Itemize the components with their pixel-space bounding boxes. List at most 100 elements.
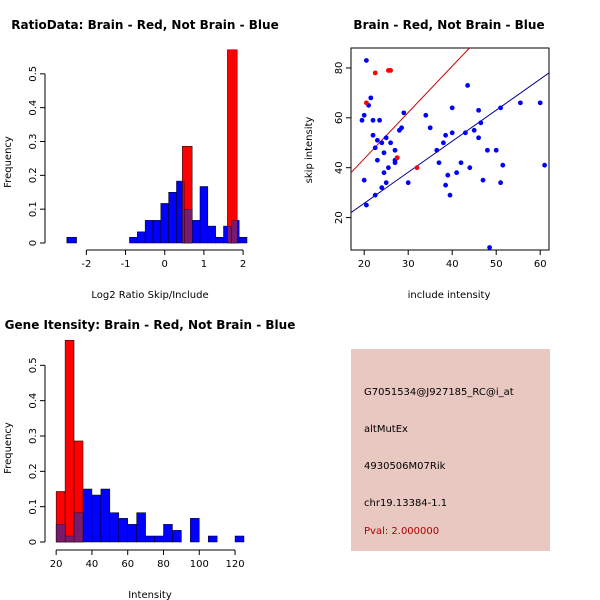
y-tick-label: 0.3 [28, 134, 39, 150]
ratio-histogram-xlabel: Log2 Ratio Skip/Include [91, 290, 208, 301]
x-tick-label: 2 [240, 259, 246, 270]
overlap-bar [227, 225, 232, 244]
not-brain-point [383, 135, 389, 141]
y-tick-label: 0.1 [28, 499, 39, 515]
y-tick-label: 0.3 [28, 428, 39, 444]
overlap-bar [73, 512, 84, 543]
not-brain-bar [199, 186, 209, 244]
not-brain-point [476, 135, 481, 141]
y-tick-label: 0 [28, 240, 39, 246]
not-brain-point [392, 147, 398, 153]
brain-bar [64, 339, 75, 543]
red-fit-line [351, 48, 471, 174]
gene-histogram-title: Gene Itensity: Brain - Red, Not Brain - … [5, 318, 296, 332]
not-brain-point [405, 180, 411, 186]
not-brain-bar [154, 535, 164, 543]
not-brain-bar [136, 512, 146, 543]
overlap-bar [231, 220, 238, 244]
not-brain-bar [207, 225, 216, 244]
scatter-xlabel: include intensity [408, 290, 491, 301]
gene-histogram-ylabel: Frequency [3, 422, 14, 474]
not-brain-point [465, 83, 470, 88]
y-tick-label: 60 [334, 111, 345, 124]
probe-id: G7051534@J927185_RC@i_at [364, 387, 514, 398]
x-tick-label: 100 [190, 559, 209, 570]
not-brain-point [471, 127, 477, 133]
not-brain-point [500, 162, 506, 168]
x-tick-label: 20 [50, 559, 63, 570]
not-brain-bar [100, 488, 111, 543]
not-brain-bar [163, 524, 173, 543]
not-brain-point [359, 117, 365, 123]
not-brain-bar [109, 512, 120, 543]
regression-lines [351, 48, 549, 214]
brain-point [414, 165, 420, 171]
not-brain-point [463, 130, 468, 136]
not-brain-point [370, 117, 376, 123]
brain-point [364, 100, 369, 106]
not-brain-point [485, 147, 490, 153]
ratio-histogram: RatioData: Brain - Red, Not Brain - Blue… [3, 18, 279, 301]
ratio-histogram-title: RatioData: Brain - Red, Not Brain - Blue [11, 18, 278, 32]
not-brain-point [487, 245, 492, 250]
not-brain-bar [137, 231, 146, 244]
not-brain-point [443, 182, 448, 188]
x-tick-label: 50 [490, 259, 503, 270]
not-brain-point [478, 120, 484, 126]
not-brain-bar [215, 236, 224, 244]
y-tick-label: 0.4 [28, 100, 39, 116]
x-tick-label: 60 [534, 259, 547, 270]
not-brain-bar [129, 236, 138, 244]
gene-histogram-bars: 20 40 60 80 100 120 0 0.1 0.2 0.3 0.4 0.5 [28, 339, 245, 570]
x-tick-label: -1 [121, 259, 131, 270]
ratio-histogram-ylabel: Frequency [3, 136, 14, 188]
not-brain-point [375, 137, 380, 143]
not-brain-bar [191, 220, 201, 244]
scatter-ylabel: skip intensity [304, 117, 315, 184]
overlap-bar [56, 524, 66, 543]
not-brain-bar [145, 535, 155, 543]
x-tick-label: 1 [201, 259, 207, 270]
not-brain-point [542, 162, 547, 168]
not-brain-bar [234, 535, 245, 543]
not-brain-bar [144, 220, 154, 244]
x-tick-label: 40 [86, 559, 99, 570]
not-brain-point [386, 165, 391, 171]
not-brain-point [445, 172, 451, 178]
x-tick-label: -2 [81, 259, 91, 270]
not-brain-point [467, 165, 473, 171]
y-tick-label: 40 [334, 161, 345, 174]
not-brain-point [476, 107, 481, 113]
x-tick-label: 30 [402, 259, 415, 270]
not-brain-point [375, 157, 380, 163]
not-brain-point [379, 140, 385, 146]
not-brain-point [518, 100, 523, 106]
not-brain-bar [238, 236, 248, 244]
not-brain-point [361, 112, 367, 118]
overlap-bar [184, 209, 193, 244]
not-brain-point [401, 110, 407, 116]
not-brain-point [423, 112, 429, 118]
gene-intensity-histogram: Gene Itensity: Brain - Red, Not Brain - … [3, 318, 295, 600]
not-brain-point [368, 95, 374, 101]
not-brain-point [372, 145, 378, 151]
not-brain-point [436, 160, 442, 166]
y-tick-label: 20 [334, 211, 345, 224]
not-brain-point [377, 117, 382, 123]
overlap-bar [64, 535, 75, 543]
genomic-location: chr19.13384-1.1 [364, 498, 448, 509]
not-brain-point [493, 147, 499, 153]
scatter-points: 20 30 40 50 60 20 40 60 80 [334, 47, 550, 270]
not-brain-bar [91, 494, 102, 543]
not-brain-point [388, 140, 393, 146]
not-brain-point [454, 170, 459, 176]
not-brain-bar [152, 220, 162, 244]
not-brain-bar [207, 535, 218, 543]
x-tick-label: 0 [162, 259, 168, 270]
x-tick-label: 60 [121, 559, 134, 570]
not-brain-bar [172, 530, 182, 543]
y-tick-label: 0.5 [28, 66, 39, 82]
not-brain-point [498, 105, 503, 111]
gene-name: 4930506M07Rik [364, 461, 446, 472]
y-tick-label: 0 [28, 539, 39, 545]
